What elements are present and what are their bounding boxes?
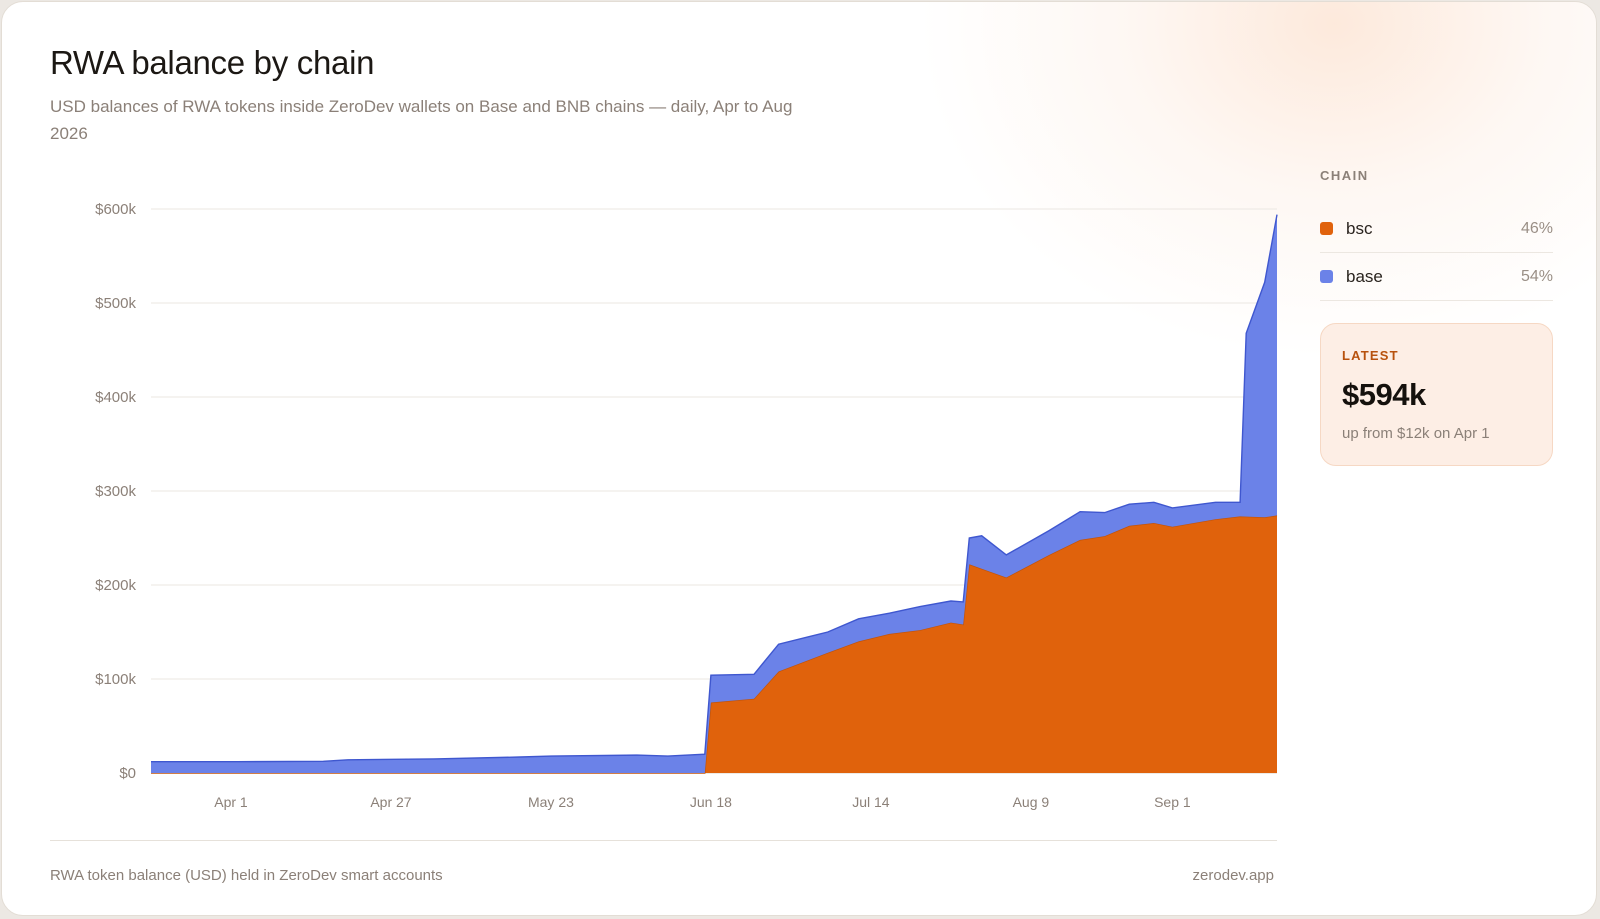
x-tick-label: Aug 9	[1013, 794, 1050, 810]
series-line-base	[151, 214, 1278, 763]
footer-divider	[50, 840, 1277, 841]
y-tick-label: $0	[119, 765, 136, 782]
y-tick-label: $300k	[95, 483, 136, 500]
latest-value: $594k	[1342, 377, 1426, 412]
series-area-bsc	[151, 515, 1277, 773]
bsc-swatch	[1320, 222, 1333, 235]
legend-item-base[interactable]: base 54%	[1320, 253, 1553, 301]
legend-title: CHAIN	[1320, 168, 1369, 183]
latest-label: LATEST	[1342, 348, 1399, 363]
x-tick-label: Apr 1	[214, 794, 248, 810]
y-tick-label: $400k	[95, 389, 136, 406]
legend-item-bsc[interactable]: bsc 46%	[1320, 205, 1553, 253]
y-tick-label: $100k	[95, 671, 136, 688]
y-tick-label: $500k	[95, 295, 136, 312]
legend-label: bsc	[1346, 218, 1373, 238]
x-tick-label: May 23	[528, 794, 574, 810]
x-tick-label: Sep 1	[1154, 794, 1191, 810]
legend: CHAIN bsc 46% base 54%	[1320, 168, 1553, 301]
chart-title: RWA balance by chain	[50, 44, 375, 81]
chart-subtitle: USD balances of RWA tokens inside ZeroDe…	[50, 97, 793, 143]
y-tick-label: $600k	[95, 201, 136, 218]
legend-percent: 46%	[1520, 219, 1553, 237]
latest-note: up from $12k on Apr 1	[1342, 425, 1490, 442]
x-tick-label: Jul 14	[852, 794, 890, 810]
footer-source: zerodev.app	[1192, 867, 1274, 884]
legend-label: base	[1346, 266, 1383, 286]
base-swatch	[1320, 270, 1333, 283]
latest-value-card: LATEST $594k up from $12k on Apr 1	[1320, 323, 1553, 466]
x-tick-label: Jun 18	[690, 794, 732, 810]
legend-percent: 54%	[1520, 267, 1553, 285]
x-tick-label: Apr 27	[370, 794, 411, 810]
footer-caption: RWA token balance (USD) held in ZeroDev …	[50, 867, 443, 884]
y-tick-label: $200k	[95, 577, 136, 594]
